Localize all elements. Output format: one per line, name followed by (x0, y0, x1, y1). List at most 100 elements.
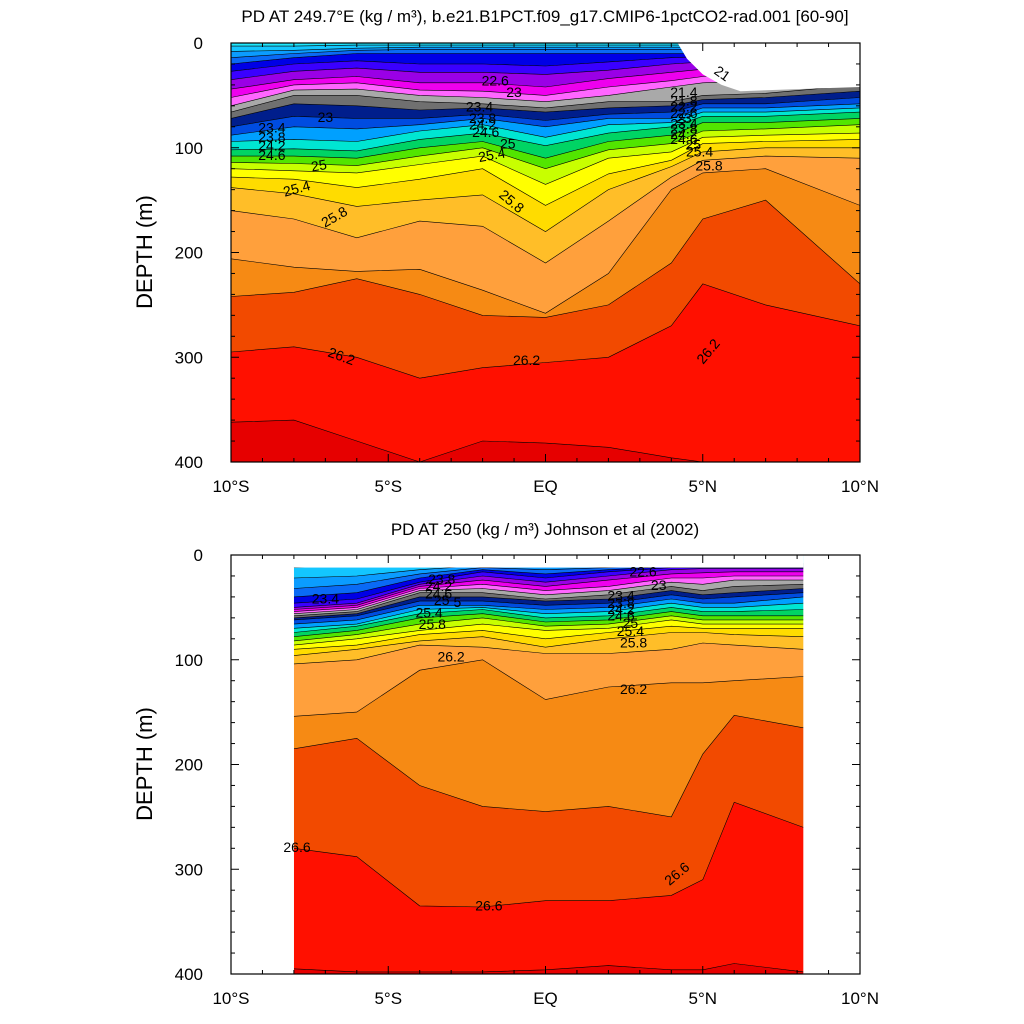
contour-band-13 (293, 596, 804, 629)
contour-label: 25.8 (419, 616, 446, 632)
contour-fills (231, 43, 860, 462)
contour-band-12 (293, 592, 804, 625)
contour-labels: 22.62323.423.824.224.62525.425.82323.423… (258, 62, 733, 368)
bottom-panel-title: PD AT 250 (kg / m³) Johnson et al (2002) (391, 520, 699, 539)
contour-label: 24.6 (425, 586, 452, 602)
y-tick-label: 400 (175, 965, 203, 984)
contour-label: 21.4 (670, 84, 697, 100)
contour-line-17 (231, 132, 860, 185)
contour-fills (231, 555, 860, 974)
contour-band-21 (231, 156, 860, 314)
contour-band-4 (231, 53, 860, 72)
contour-band-24 (231, 283, 860, 462)
contour-label: 25.4 (686, 144, 713, 160)
contour-line-22 (231, 199, 860, 318)
y-tick-label: 200 (175, 756, 203, 775)
contour-band-2 (293, 564, 804, 589)
contour-band-22 (231, 168, 860, 318)
bottom-y-axis-label: DEPTH (m) (132, 707, 157, 821)
y-tick-label: 400 (175, 453, 203, 472)
x-tick-label: EQ (533, 989, 558, 1008)
contour-line-14 (293, 607, 804, 633)
contour-label: 25.4 (281, 177, 312, 200)
contour-label: 22.2 (670, 99, 697, 115)
contour-band-18 (293, 619, 804, 650)
contour-band-11 (231, 91, 860, 127)
contour-label: 23 (506, 84, 522, 100)
y-tick-label: 100 (175, 651, 203, 670)
contour-label: 26.2 (437, 648, 464, 664)
bottom-plot-area: 23.423.824.224.625 525.425.826.222.62323.… (175, 546, 879, 1008)
y-tick-label: 100 (175, 139, 203, 158)
contour-line-12 (293, 596, 804, 625)
contour-label: 24.2 (469, 117, 496, 133)
contour-band-23 (231, 200, 860, 379)
no-data-top (293, 555, 804, 568)
contour-band-10 (231, 84, 860, 119)
contour-line-23 (231, 283, 860, 379)
contour-line-15 (293, 611, 804, 637)
contour-label: 24.6 (607, 608, 634, 624)
contour-label: 23.8 (607, 595, 634, 611)
contour-label: 23.8 (670, 121, 697, 137)
y-tick-label: 0 (194, 34, 203, 53)
contour-line-18 (293, 625, 804, 650)
contour-band-25 (293, 963, 804, 974)
contour-label: 22.6 (629, 564, 656, 580)
contour-line-21 (293, 659, 804, 717)
contour-label: 24.2 (258, 137, 285, 153)
contour-line-21 (231, 168, 860, 314)
contour-line-16 (231, 124, 860, 170)
y-tick-label: 200 (175, 244, 203, 263)
top-panel: PD AT 249.7°E (kg / m³), b.e21.B1PCT.f09… (132, 7, 879, 496)
top-y-axis-label: DEPTH (m) (132, 195, 157, 309)
bottom-panel: PD AT 250 (kg / m³) Johnson et al (2002)… (132, 520, 879, 1008)
no-data-left (231, 555, 294, 974)
contour-line-15 (231, 118, 860, 159)
contour-line-12 (231, 103, 860, 136)
contour-band-17 (231, 124, 860, 185)
x-tick-label: 10°N (841, 477, 879, 496)
contour-line-16 (293, 615, 804, 642)
contour-label: 24.6 (472, 124, 499, 140)
x-axis: 10°S 5°S EQ 5°N 10°N (212, 43, 879, 496)
contour-label: 23.4 (258, 120, 285, 136)
contour-label: 23 (651, 577, 667, 593)
contour-line-13 (293, 602, 804, 629)
x-tick-label: 5°S (374, 477, 402, 496)
contour-label: 24.2 (670, 126, 697, 142)
contour-band-20 (231, 147, 860, 263)
contour-line-19 (293, 632, 804, 656)
contour-line-10 (293, 588, 804, 619)
contour-line-8 (293, 579, 804, 614)
contour-band-5 (293, 567, 804, 608)
contour-band-14 (293, 603, 804, 633)
contour-label: 23 (318, 109, 334, 125)
contour-line-20 (293, 642, 804, 665)
contour-line-11 (293, 592, 804, 621)
top-plot-area: 22.62323.423.824.224.62525.425.82323.423… (175, 34, 879, 496)
contour-label: 25 (434, 592, 450, 608)
contour-band-6 (293, 568, 804, 610)
contour-line-10 (231, 90, 860, 119)
contour-band-18 (231, 133, 860, 206)
contour-line-9 (293, 584, 804, 617)
contour-label: 24.2 (425, 578, 452, 594)
contour-label: 23 (676, 110, 692, 126)
contour-line-20 (231, 155, 860, 264)
contour-label: 21.8 (670, 92, 697, 108)
x-tick-label: 5°N (688, 989, 717, 1008)
contour-band-9 (293, 580, 804, 616)
contour-line-19 (231, 147, 860, 232)
contour-label: 26.2 (513, 352, 540, 368)
contour-label: 25 (623, 615, 639, 631)
x-tick-label: 10°N (841, 989, 879, 1008)
contour-label: 26.6 (283, 839, 310, 855)
contour-label: 23.4 (312, 591, 339, 607)
contour-line-13 (231, 107, 860, 142)
contour-band-15 (231, 112, 860, 159)
contour-band-11 (293, 588, 804, 620)
x-tick-label: EQ (533, 477, 558, 496)
contour-label: 25.4 (617, 623, 644, 639)
contour-band-8 (293, 576, 804, 614)
